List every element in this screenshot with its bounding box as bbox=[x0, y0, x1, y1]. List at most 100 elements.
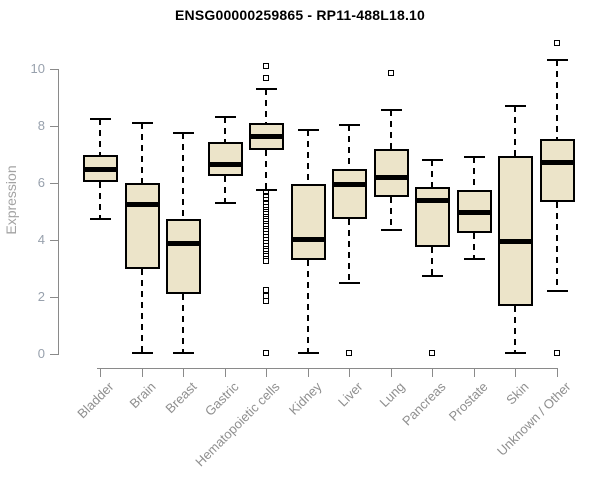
box bbox=[124, 183, 160, 269]
x-tick bbox=[100, 369, 101, 377]
whisker-cap-top bbox=[256, 87, 277, 90]
whisker-cap-bottom bbox=[297, 351, 319, 354]
median-line bbox=[124, 202, 160, 208]
whisker-cap-bottom bbox=[463, 257, 485, 260]
whisker-line-top bbox=[472, 157, 475, 191]
median-line bbox=[166, 240, 201, 246]
whisker-cap-top bbox=[546, 59, 568, 62]
x-tick bbox=[224, 369, 226, 377]
whisker-cap-bottom bbox=[546, 290, 568, 293]
median-line bbox=[539, 159, 575, 165]
whisker-line-top bbox=[223, 117, 226, 142]
outlier-point bbox=[387, 70, 394, 77]
whisker-line-top bbox=[265, 88, 267, 124]
whisker-line-bottom bbox=[182, 294, 184, 353]
whisker-line-bottom bbox=[348, 218, 350, 283]
median-line bbox=[498, 239, 533, 245]
whisker-line-bottom bbox=[306, 259, 309, 353]
median-line bbox=[83, 166, 118, 172]
x-tick bbox=[266, 369, 267, 377]
y-tick bbox=[50, 183, 58, 184]
outlier-point bbox=[263, 286, 269, 293]
y-tick-label: 0 bbox=[37, 346, 45, 361]
outlier-point bbox=[263, 298, 269, 305]
median-line bbox=[332, 182, 367, 188]
whisker-cap-bottom bbox=[173, 351, 194, 354]
x-tick bbox=[183, 369, 184, 377]
median-line bbox=[290, 236, 326, 242]
whisker-cap-bottom bbox=[339, 281, 360, 284]
whisker-cap-top bbox=[505, 105, 526, 108]
box bbox=[207, 141, 243, 176]
outlier-point bbox=[553, 349, 560, 356]
whisker-cap-top bbox=[173, 132, 194, 135]
median-line bbox=[456, 209, 492, 215]
whisker-cap-top bbox=[380, 109, 402, 112]
x-tick bbox=[515, 369, 516, 377]
y-tick-label: 6 bbox=[37, 175, 45, 190]
x-tick bbox=[349, 369, 350, 377]
box bbox=[539, 138, 575, 202]
whisker-line-bottom bbox=[140, 268, 143, 353]
x-tick bbox=[390, 369, 392, 377]
x-tick bbox=[473, 369, 475, 377]
whisker-line-top bbox=[182, 133, 184, 219]
box bbox=[498, 155, 533, 306]
y-tick bbox=[50, 354, 58, 355]
whisker-line-top bbox=[514, 106, 516, 156]
whisker-cap-bottom bbox=[380, 229, 402, 232]
whisker-cap-bottom bbox=[90, 217, 111, 220]
y-tick bbox=[50, 240, 58, 241]
outlier-point bbox=[263, 292, 269, 299]
outlier-point bbox=[346, 349, 352, 356]
x-tick bbox=[141, 369, 143, 377]
whisker-line-top bbox=[99, 118, 101, 155]
outlier-point bbox=[429, 349, 435, 356]
whisker-cap-top bbox=[463, 156, 485, 159]
median-line bbox=[249, 133, 284, 139]
whisker-cap-bottom bbox=[505, 351, 526, 354]
outlier-point bbox=[553, 40, 560, 47]
y-axis-line bbox=[58, 69, 59, 355]
y-tick bbox=[50, 297, 58, 298]
y-tick-label: 2 bbox=[37, 289, 45, 304]
whisker-line-top bbox=[140, 123, 143, 183]
whisker-line-bottom bbox=[431, 247, 433, 276]
whisker-cap-bottom bbox=[214, 201, 236, 204]
box bbox=[166, 218, 201, 295]
whisker-line-bottom bbox=[514, 305, 516, 353]
whisker-cap-top bbox=[90, 117, 111, 120]
box bbox=[332, 168, 367, 219]
whisker-line-top bbox=[348, 124, 350, 169]
whisker-cap-top bbox=[422, 159, 443, 162]
whisker-line-bottom bbox=[99, 181, 101, 219]
whisker-line-top bbox=[555, 60, 558, 139]
x-axis-line bbox=[97, 368, 558, 369]
whisker-cap-top bbox=[214, 116, 236, 119]
whisker-line-top bbox=[389, 110, 392, 149]
whisker-line-bottom bbox=[265, 150, 267, 191]
median-line bbox=[373, 175, 409, 181]
whisker-line-top bbox=[431, 160, 433, 188]
whisker-line-bottom bbox=[472, 232, 475, 259]
x-tick bbox=[307, 369, 309, 377]
whisker-line-top bbox=[306, 130, 309, 185]
box bbox=[290, 184, 326, 260]
y-tick bbox=[50, 126, 58, 127]
median-line bbox=[207, 162, 243, 168]
whisker-cap-bottom bbox=[131, 351, 153, 354]
x-tick bbox=[432, 369, 433, 377]
y-tick-label: 10 bbox=[30, 61, 45, 76]
whisker-cap-bottom bbox=[422, 274, 443, 277]
whisker-line-bottom bbox=[555, 201, 558, 292]
y-tick-label: 8 bbox=[37, 118, 45, 133]
whisker-cap-top bbox=[297, 129, 319, 132]
outlier-point bbox=[263, 74, 269, 81]
whisker-line-bottom bbox=[389, 197, 392, 231]
box bbox=[415, 187, 450, 248]
chart-title: ENSG00000259865 - RP11-488L18.10 bbox=[174, 7, 426, 23]
outlier-point bbox=[263, 258, 269, 265]
y-tick bbox=[50, 69, 58, 70]
